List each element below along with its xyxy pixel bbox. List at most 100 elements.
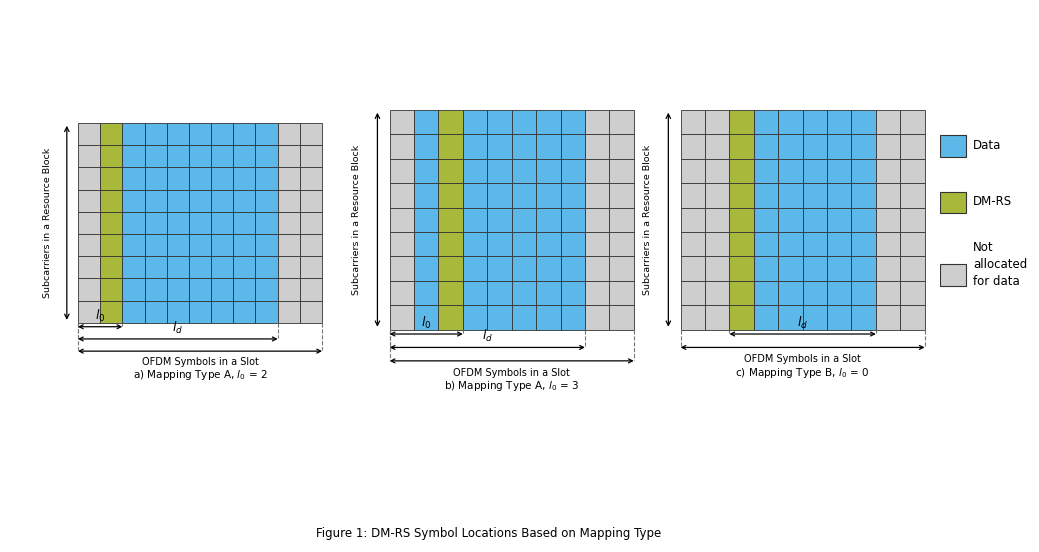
Bar [166, 256, 189, 278]
Bar [754, 183, 778, 208]
Bar [681, 208, 705, 232]
Bar [754, 232, 778, 256]
Bar [876, 110, 901, 134]
Bar [561, 305, 585, 330]
Bar [705, 110, 729, 134]
Bar [390, 232, 414, 256]
Bar [166, 167, 189, 189]
Bar [827, 232, 852, 256]
Bar [189, 167, 211, 189]
Bar [189, 278, 211, 300]
Bar [536, 183, 561, 208]
Bar [803, 183, 827, 208]
Text: OFDM Symbols in a Slot: OFDM Symbols in a Slot [453, 368, 570, 378]
Bar [827, 158, 852, 183]
Bar [900, 305, 925, 330]
Text: $l_0$: $l_0$ [421, 315, 431, 331]
Bar [166, 234, 189, 256]
Bar [234, 123, 256, 145]
Bar [438, 158, 463, 183]
Bar [123, 189, 144, 212]
Bar [463, 305, 487, 330]
Bar [300, 145, 322, 167]
Bar [100, 234, 123, 256]
Bar [900, 208, 925, 232]
Bar [463, 281, 487, 305]
Bar [536, 158, 561, 183]
Bar [414, 158, 438, 183]
Bar [189, 189, 211, 212]
Bar [585, 208, 609, 232]
Text: $l_d$: $l_d$ [172, 320, 183, 336]
Bar [778, 256, 803, 281]
Bar [876, 281, 901, 305]
Bar [705, 232, 729, 256]
Bar [609, 256, 634, 281]
Bar [144, 189, 166, 212]
Bar [852, 281, 876, 305]
Bar [487, 281, 511, 305]
Bar [852, 256, 876, 281]
Bar [463, 256, 487, 281]
Bar [277, 189, 300, 212]
Bar [561, 110, 585, 134]
Bar [803, 281, 827, 305]
Bar [778, 158, 803, 183]
Bar [609, 232, 634, 256]
Bar [300, 189, 322, 212]
Bar [827, 281, 852, 305]
Bar [778, 134, 803, 158]
Bar [900, 134, 925, 158]
Bar [144, 167, 166, 189]
Bar [778, 208, 803, 232]
Bar [100, 256, 123, 278]
Bar [729, 134, 754, 158]
Bar [487, 208, 511, 232]
Bar [754, 208, 778, 232]
Bar [729, 158, 754, 183]
Bar [78, 145, 100, 167]
Bar [300, 234, 322, 256]
Bar [487, 183, 511, 208]
Bar [561, 134, 585, 158]
Bar [511, 305, 536, 330]
Bar [123, 234, 144, 256]
Bar [585, 281, 609, 305]
Bar [487, 305, 511, 330]
Text: OFDM Symbols in a Slot: OFDM Symbols in a Slot [744, 354, 861, 364]
Bar [256, 189, 277, 212]
Bar [414, 110, 438, 134]
Bar [536, 281, 561, 305]
Bar [681, 232, 705, 256]
Bar [900, 183, 925, 208]
Bar [100, 212, 123, 234]
Bar [414, 232, 438, 256]
Bar [754, 281, 778, 305]
Bar [277, 212, 300, 234]
Bar [78, 300, 100, 323]
Bar [900, 256, 925, 281]
Bar [123, 145, 144, 167]
Bar [300, 212, 322, 234]
Bar [123, 300, 144, 323]
Bar [940, 264, 966, 285]
Bar [211, 256, 234, 278]
Bar [729, 183, 754, 208]
Bar [536, 232, 561, 256]
Bar [123, 167, 144, 189]
Bar [234, 234, 256, 256]
Bar [754, 110, 778, 134]
Bar [536, 134, 561, 158]
Bar [487, 158, 511, 183]
Bar [900, 281, 925, 305]
Bar [561, 256, 585, 281]
Text: $l_d$: $l_d$ [482, 328, 492, 344]
Bar [144, 256, 166, 278]
Bar [876, 158, 901, 183]
Bar [189, 234, 211, 256]
Bar [438, 281, 463, 305]
Bar [827, 110, 852, 134]
Bar [511, 281, 536, 305]
Bar [438, 256, 463, 281]
Bar [390, 208, 414, 232]
